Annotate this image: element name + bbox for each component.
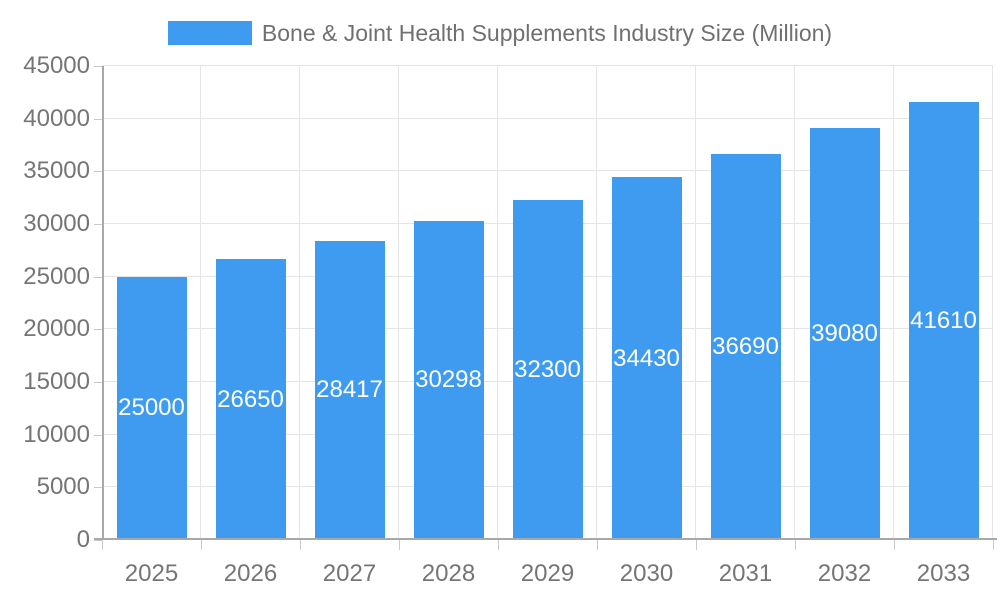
y-gridline: [102, 65, 993, 66]
bar-value-label: 26650: [217, 385, 284, 413]
chart-legend: Bone & Joint Health Supplements Industry…: [0, 20, 1000, 46]
y-axis-tick: [94, 329, 102, 330]
bar-2031: 36690: [710, 153, 781, 540]
bar-2029: 32300: [512, 199, 583, 540]
x-axis-tick: [498, 540, 499, 550]
bar-2030: 34430: [611, 177, 682, 540]
y-axis-label: 20000: [23, 315, 90, 343]
x-gridline: [299, 66, 300, 540]
x-axis-tick: [795, 540, 796, 550]
y-axis-tick: [94, 119, 102, 120]
y-axis-label: 25000: [23, 262, 90, 290]
x-gridline: [695, 66, 696, 540]
bar-value-label: 41610: [910, 306, 977, 334]
y-axis-tick: [94, 277, 102, 278]
x-gridline: [794, 66, 795, 540]
bar-2027: 28417: [314, 240, 385, 540]
x-gridline: [893, 66, 894, 540]
bar-value-label: 28417: [316, 376, 383, 404]
y-gridline: [102, 117, 993, 119]
y-axis-label: 45000: [23, 52, 90, 79]
y-axis-tick: [94, 224, 102, 225]
x-axis-line: [94, 538, 997, 540]
x-axis-tick: [102, 540, 103, 550]
bar-value-label: 34430: [613, 344, 680, 372]
x-gridline: [398, 66, 399, 540]
x-axis-label: 2029: [520, 560, 575, 587]
legend-item[interactable]: Bone & Joint Health Supplements Industry…: [167, 20, 833, 46]
x-axis-label: 2026: [223, 560, 278, 587]
y-axis-label: 40000: [23, 104, 90, 132]
y-axis-label: 35000: [23, 157, 90, 185]
x-axis-label: 2028: [421, 560, 476, 587]
x-axis-tick: [894, 540, 895, 550]
x-axis-label: 2025: [124, 560, 179, 587]
y-axis-tick: [94, 435, 102, 436]
y-axis-label: 5000: [36, 473, 90, 501]
y-axis-line: [102, 66, 104, 540]
x-axis-label: 2030: [619, 560, 674, 587]
x-axis-tick: [201, 540, 202, 550]
bar-value-label: 30298: [415, 366, 482, 394]
bar-value-label: 36690: [712, 332, 779, 360]
bar-value-label: 39080: [811, 320, 878, 348]
bar-2032: 39080: [809, 128, 880, 540]
x-axis-tick: [696, 540, 697, 550]
bar-2028: 30298: [413, 220, 484, 540]
x-axis-tick: [993, 540, 994, 550]
y-axis-tick: [94, 487, 102, 488]
y-gridline: [102, 170, 993, 172]
y-axis-tick: [94, 540, 102, 541]
plot-area: 0 5000 10000 15000 20000 25000 30000 35000 40000…: [23, 53, 997, 587]
x-axis-tick: [597, 540, 598, 550]
x-gridline: [992, 66, 993, 540]
x-gridline: [200, 66, 201, 540]
x-axis-tick: [399, 540, 400, 550]
bar-2033: 41610: [908, 101, 979, 540]
bar-value-label: 32300: [514, 355, 581, 383]
y-axis-label: 0: [76, 526, 90, 553]
y-axis-label: 10000: [23, 420, 90, 448]
bar-value-label: 25000: [118, 394, 185, 422]
y-axis-tick: [94, 66, 102, 67]
y-axis-label: 30000: [23, 210, 90, 237]
bar-2025: 25000: [116, 276, 187, 540]
bar-2026: 26650: [215, 259, 286, 540]
y-axis-tick: [94, 382, 102, 383]
x-gridline: [497, 66, 498, 540]
x-axis-label: 2027: [322, 560, 377, 587]
x-gridline: [596, 66, 597, 540]
y-axis-label: 15000: [23, 368, 90, 395]
x-axis-tick: [300, 540, 301, 550]
x-axis-label: 2032: [817, 560, 872, 587]
y-axis-tick: [94, 171, 102, 172]
legend-label: Bone & Joint Health Supplements Industry…: [261, 20, 833, 46]
x-axis-label: 2031: [718, 560, 773, 587]
legend-swatch: [167, 21, 252, 45]
x-axis-label: 2033: [916, 560, 971, 587]
